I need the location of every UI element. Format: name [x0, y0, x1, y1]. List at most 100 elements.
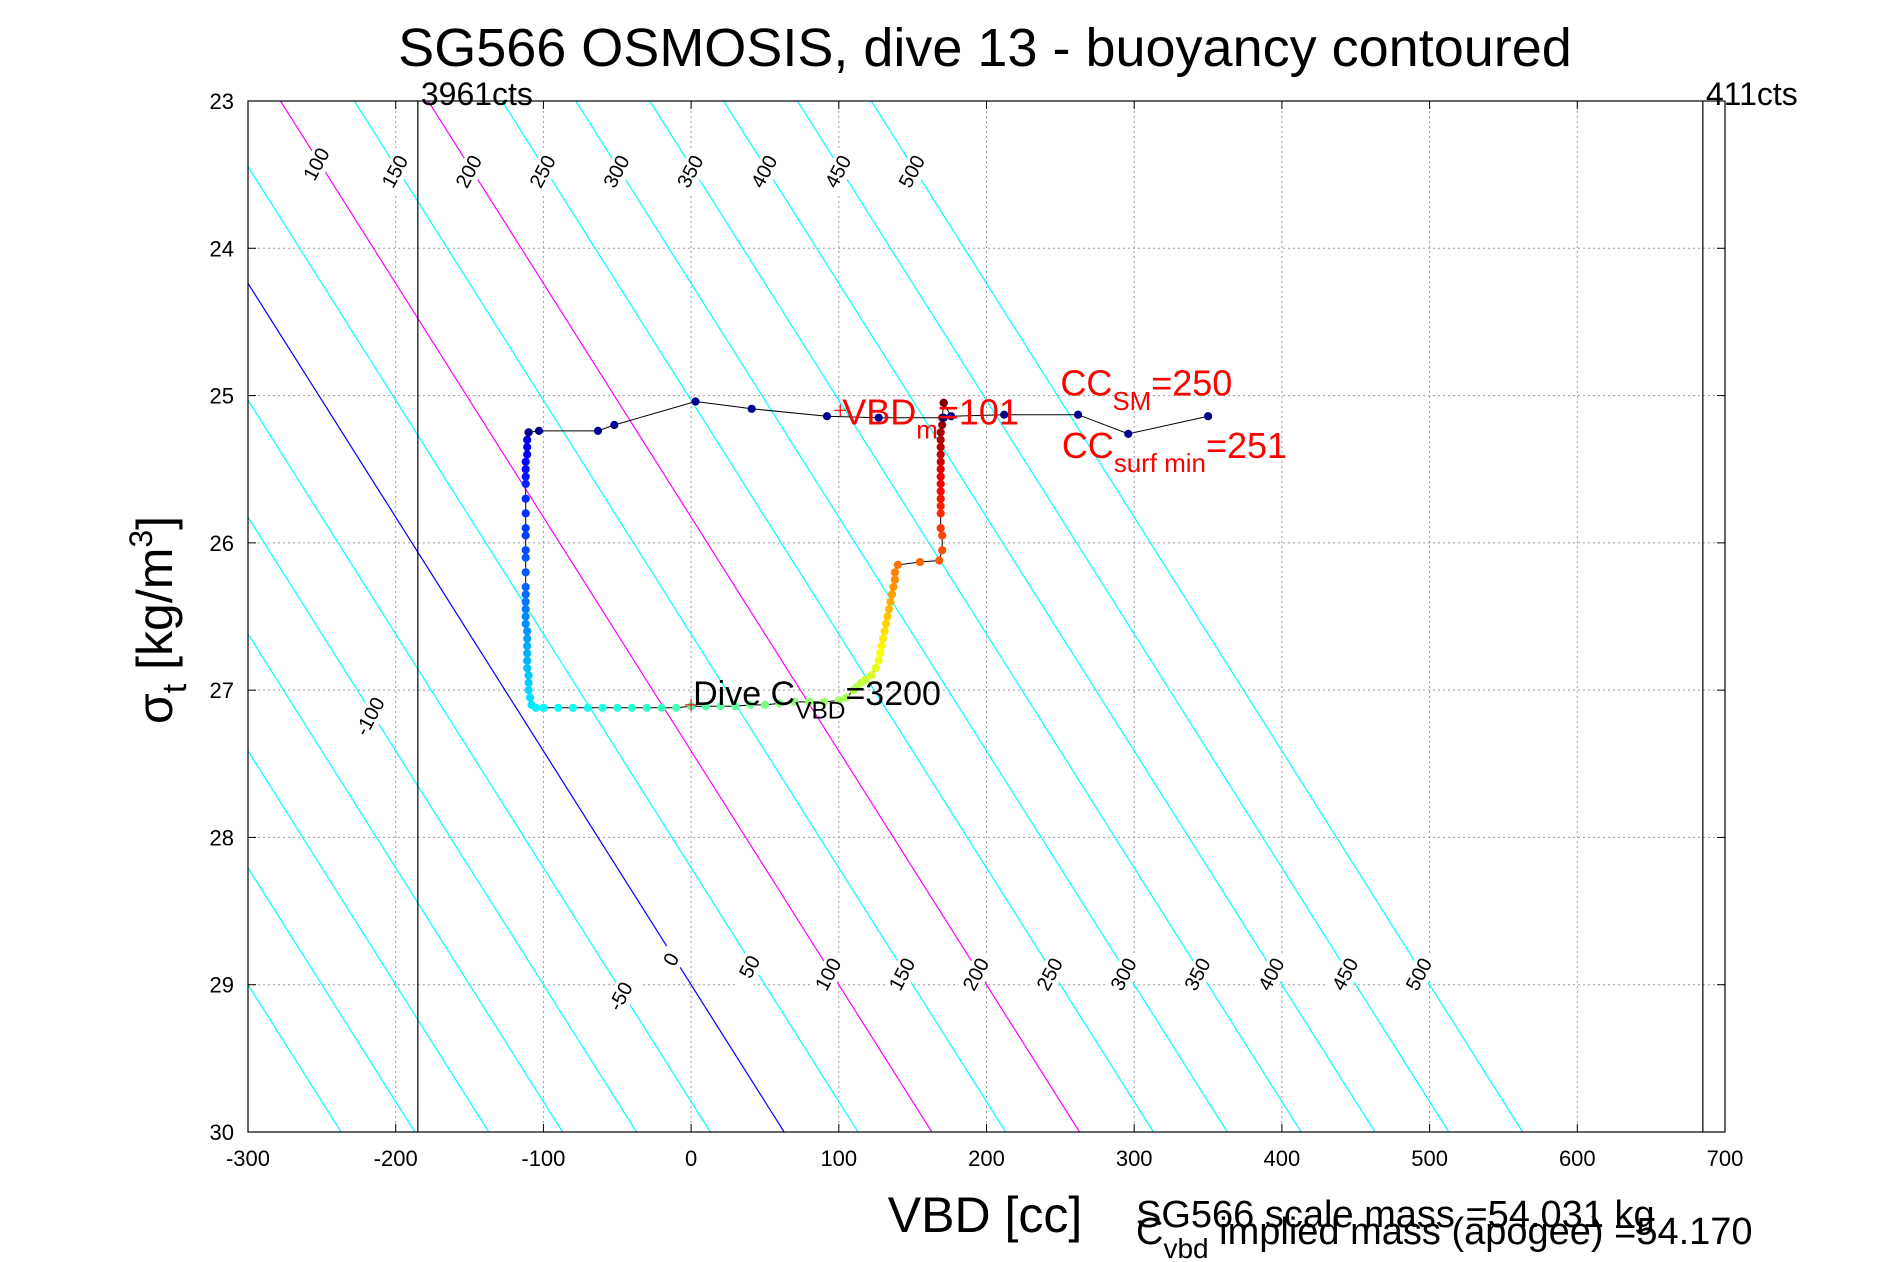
cc-surf-min-annotation: CCsurf min=251: [1062, 425, 1287, 478]
buoyancy-contour-label-bg: [597, 147, 638, 197]
series-point-surface: [1124, 429, 1133, 438]
count-line-label: 411cts: [1706, 76, 1798, 112]
series-point-top-descent: [610, 420, 619, 430]
series-point-dive-descent: [539, 703, 548, 712]
series-point-dive-ascent: [935, 556, 944, 565]
x-axis-label: VBD [cc]: [888, 1187, 1082, 1243]
buoyancy-contour-label-bg: [1104, 949, 1145, 1000]
buoyancy-contour-label-bg: [297, 139, 338, 190]
cc-sm-annotation-value: =250: [1151, 363, 1232, 404]
y-tick-label: 26: [210, 531, 234, 556]
series-point-dive-descent: [627, 703, 637, 712]
series-point-dive-descent: [568, 703, 578, 712]
buoyancy-contour-line: [796, 101, 1450, 1132]
buoyancy-contour-line: [870, 101, 1524, 1132]
series-point-dive-descent: [521, 465, 530, 474]
x-tick-label: 0: [685, 1146, 697, 1171]
buoyancy-contour-label-bg: [350, 692, 391, 742]
series-point-top-descent: [747, 404, 756, 413]
series-point-dive-descent: [842, 693, 851, 702]
footer-implied-mass-main: C: [1136, 1211, 1163, 1253]
series-point-dive-ascent: [890, 568, 900, 577]
x-tick-label: 300: [1116, 1146, 1153, 1171]
buoyancy-contour-label-bg: [449, 147, 490, 197]
series-point-top-descent: [874, 413, 883, 422]
series-point-surface: [939, 398, 948, 407]
y-axis-label-main: σ: [127, 693, 183, 724]
vbd-annotation-sub: m: [916, 417, 938, 445]
footer-implied-mass: Cvbd implied mass (apogee) =54.170: [1136, 1211, 1753, 1262]
y-tick-label: 23: [210, 89, 234, 114]
series-point-top-descent: [524, 428, 533, 437]
series-point-dive-ascent: [936, 487, 945, 496]
series-point-dive-ascent: [884, 605, 894, 614]
buoyancy-contour-label-bg: [882, 949, 923, 1000]
series-point-dive-ascent: [883, 612, 892, 621]
vbd-annotation: VBDm=101: [842, 391, 1019, 444]
buoyancy-contour-label-bg: [523, 147, 564, 197]
buoyancy-contour-label-bg: [956, 949, 997, 1000]
buoyancy-contour-label-bg: [730, 942, 771, 992]
x-tick-label: 400: [1264, 1146, 1301, 1171]
series-point-dive-descent: [523, 435, 532, 444]
series-point-dive-descent: [521, 457, 530, 466]
series-point-dive-descent: [521, 582, 530, 592]
series-point-dive-descent: [598, 703, 607, 712]
series-point-dive-descent: [524, 678, 533, 687]
buoyancy-contour-label-bg: [808, 949, 849, 1000]
buoyancy-contour-line: [427, 101, 1081, 1132]
y-tick-label: 28: [210, 825, 234, 850]
buoyancy-contour-line: [248, 632, 564, 1132]
series-point-dive-descent: [521, 605, 530, 614]
buoyancy-contour-label-bg: [375, 147, 416, 197]
series-point-surface: [1074, 410, 1083, 419]
y-axis-label-units: [kg/m: [127, 548, 183, 684]
series-point-dive-descent: [716, 702, 725, 711]
y-tick-label: 29: [210, 973, 234, 998]
series-point-dive-ascent: [874, 656, 883, 665]
series-point-top-descent: [593, 426, 603, 435]
buoyancy-contour-line: [279, 101, 933, 1132]
series-point-dive-descent: [524, 686, 533, 695]
series-point-dive-descent: [701, 702, 711, 711]
dive-cvbd-annotation: Dive CVBD=3200: [693, 675, 941, 725]
series-point-dive-ascent: [886, 597, 895, 606]
series-point-dive-descent: [521, 568, 530, 577]
series-point-dive-descent: [523, 664, 532, 673]
count-lines: 3961cts 411cts: [417, 76, 1798, 1132]
series-point-dive-descent: [524, 671, 533, 680]
series-point-dive-descent: [523, 627, 532, 636]
series-point-dive-descent: [521, 531, 530, 540]
series-point-dive-ascent: [936, 457, 945, 466]
series-point-top-descent: [822, 412, 832, 421]
series-point-dive-descent: [521, 619, 530, 629]
series-point-dive-descent: [521, 472, 530, 481]
buoyancy-contours: [248, 101, 1524, 1132]
x-tick-label: -200: [374, 1146, 418, 1171]
series-point-dive-ascent: [871, 664, 880, 673]
buoyancy-contour-label-bg: [1251, 949, 1292, 1000]
buoyancy-contour-line: [353, 101, 1007, 1132]
vbd-annotation-main: VBD: [842, 391, 916, 432]
buoyancy-contour-label-bg: [1399, 949, 1440, 1000]
series-point-dive-descent: [521, 479, 530, 488]
series-point-dive-ascent: [861, 675, 870, 684]
series-point-dive-ascent: [936, 479, 945, 488]
y-tick-label: 27: [210, 678, 234, 703]
y-axis-ticks: 23 24 25 26 27 28 29 30: [210, 89, 1725, 1145]
cc-surf-min-annotation-main: CC: [1062, 425, 1114, 466]
series-point-dive-descent: [523, 649, 532, 658]
x-tick-label: 100: [820, 1146, 857, 1171]
buoyancy-contour-line: [501, 101, 1154, 1132]
grid: [248, 101, 1725, 1132]
series-point-dive-descent: [521, 546, 530, 555]
series-point-dive-descent: [554, 703, 563, 712]
series-point-dive-ascent: [936, 524, 945, 533]
x-tick-label: 500: [1411, 1146, 1448, 1171]
series-point-dive-descent: [523, 634, 532, 643]
buoyancy-contour-line: [575, 101, 1228, 1132]
series-point-dive-ascent: [880, 627, 889, 636]
series-point-dive-ascent: [936, 450, 945, 459]
